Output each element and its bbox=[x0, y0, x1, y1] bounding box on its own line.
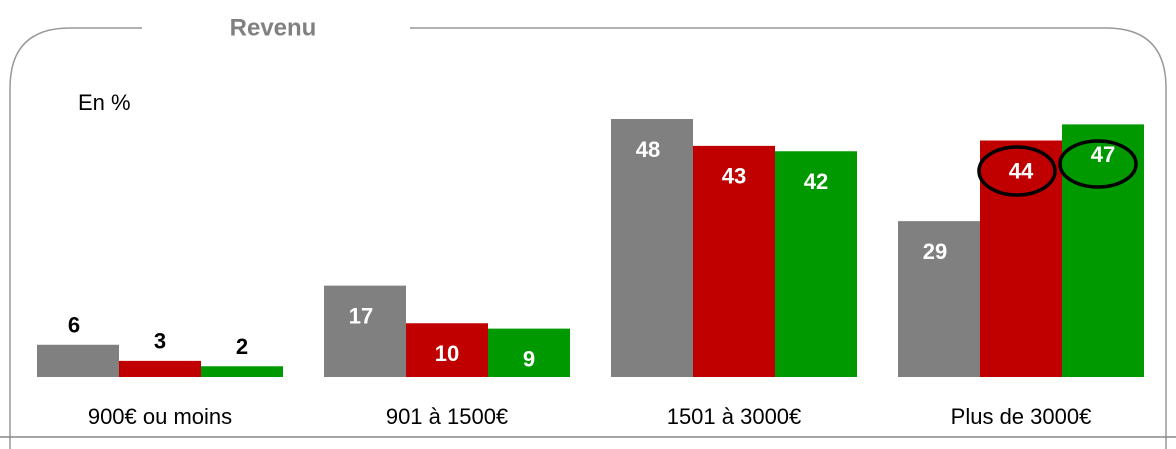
value-label: 9 bbox=[523, 346, 535, 371]
value-label: 44 bbox=[1009, 158, 1034, 183]
bar bbox=[37, 344, 119, 377]
value-label: 48 bbox=[636, 137, 660, 162]
x-tick-label: 901 à 1500€ bbox=[386, 404, 508, 429]
bar bbox=[980, 140, 1062, 377]
value-label: 2 bbox=[236, 334, 248, 359]
bar bbox=[898, 221, 980, 377]
bar bbox=[201, 366, 283, 377]
highlight-circle bbox=[1058, 139, 1138, 189]
value-label: 6 bbox=[68, 313, 80, 338]
frame bbox=[410, 27, 1167, 449]
x-tick-label: 900€ ou moins bbox=[88, 404, 232, 429]
highlight-circle bbox=[977, 145, 1057, 197]
unit-label: En % bbox=[78, 90, 131, 115]
x-tick-label: 1501 à 3000€ bbox=[667, 404, 802, 429]
bar bbox=[119, 360, 201, 377]
plot: 6 3 2 900€ ou moins 17 10 9 901 à 1500€ 48 43 42 15… bbox=[37, 119, 1144, 429]
bar bbox=[775, 151, 857, 377]
bar bbox=[324, 285, 406, 377]
value-label: 29 bbox=[923, 239, 947, 264]
x-tick-label: Plus de 3000€ bbox=[951, 404, 1092, 429]
value-label: 42 bbox=[804, 169, 828, 194]
bar bbox=[693, 145, 775, 377]
bar bbox=[488, 328, 570, 377]
bar bbox=[406, 323, 488, 377]
value-label: 47 bbox=[1091, 142, 1115, 167]
value-label: 10 bbox=[435, 341, 459, 366]
bar bbox=[1062, 124, 1144, 377]
frame bbox=[9, 27, 142, 449]
value-label: 3 bbox=[154, 329, 166, 354]
value-label: 17 bbox=[349, 303, 373, 328]
chart-title: Revenu bbox=[230, 14, 317, 41]
value-label: 43 bbox=[722, 164, 746, 189]
bar bbox=[611, 119, 693, 377]
